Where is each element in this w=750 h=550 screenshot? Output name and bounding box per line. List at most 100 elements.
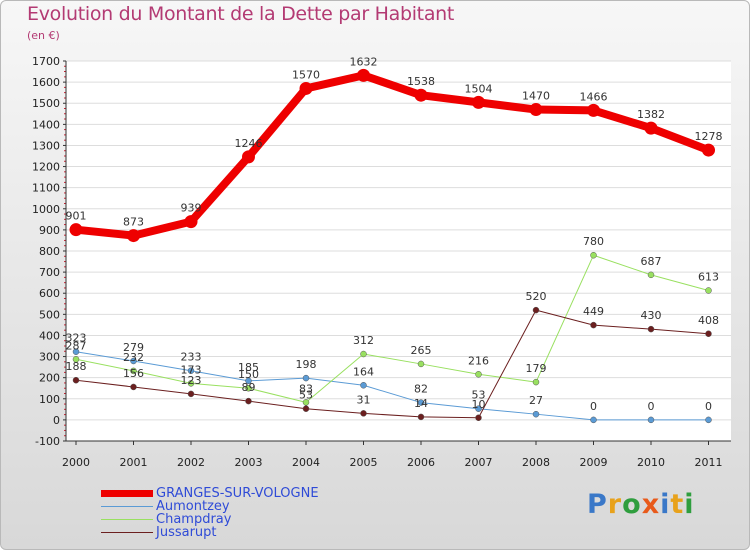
data-label: 179 — [526, 362, 547, 375]
x-tick-label: 2011 — [695, 456, 723, 469]
legend-swatch — [101, 519, 153, 520]
data-point — [245, 397, 252, 405]
y-tick-label: 600 — [39, 287, 60, 300]
data-point — [705, 416, 712, 424]
data-label: 53 — [472, 389, 486, 402]
data-label: 156 — [123, 367, 144, 380]
x-tick-label: 2003 — [235, 456, 263, 469]
legend-label: Champdray — [156, 512, 232, 527]
y-tick-label: -100 — [35, 435, 60, 448]
data-point — [357, 68, 370, 82]
data-point — [69, 223, 83, 237]
data-label: 312 — [353, 334, 374, 347]
data-point — [245, 384, 252, 392]
data-point — [72, 356, 80, 363]
data-point — [472, 95, 485, 109]
data-point — [302, 399, 310, 406]
data-point — [705, 287, 712, 294]
data-point — [647, 416, 655, 424]
y-tick-label: 300 — [39, 351, 60, 364]
logo-letter: t — [670, 489, 685, 520]
chart-subtitle: (en €) — [27, 29, 60, 42]
data-point — [532, 410, 540, 418]
data-label: 1470 — [522, 90, 550, 103]
y-tick-label: 200 — [39, 372, 60, 385]
data-label: 1632 — [350, 55, 378, 68]
chart-title: Evolution du Montant de la Dette par Hab… — [27, 3, 455, 25]
y-tick-label: 1400 — [32, 118, 60, 131]
data-label: 780 — [583, 235, 604, 248]
y-tick-label: 1300 — [32, 139, 60, 152]
x-tick-label: 2001 — [120, 456, 148, 469]
data-label: 232 — [123, 351, 144, 364]
data-point — [705, 330, 712, 338]
data-label: 27 — [529, 394, 543, 407]
data-label: 216 — [468, 354, 489, 367]
data-point — [187, 367, 195, 374]
x-tick-label: 2009 — [580, 456, 608, 469]
data-point — [299, 81, 313, 95]
data-label: 53 — [299, 389, 313, 402]
series-line-0 — [75, 71, 710, 240]
data-label: 873 — [123, 216, 144, 229]
data-point — [130, 357, 137, 365]
data-point — [72, 376, 80, 384]
y-tick-label: 1600 — [32, 76, 60, 89]
data-label: 0 — [705, 400, 712, 413]
data-point — [302, 374, 310, 382]
x-tick-label: 2006 — [407, 456, 435, 469]
data-label: 1504 — [465, 82, 493, 95]
data-label: 10 — [472, 398, 486, 411]
data-point — [587, 103, 600, 117]
data-label: 449 — [583, 305, 604, 318]
data-label: 901 — [66, 210, 87, 223]
data-label: 265 — [411, 344, 432, 357]
data-label: 1278 — [695, 130, 723, 143]
data-point — [417, 360, 425, 368]
x-tick-label: 2008 — [522, 456, 550, 469]
x-tick-label: 2004 — [292, 456, 320, 469]
data-label: 1570 — [292, 68, 320, 81]
data-point — [360, 410, 367, 417]
data-label: 89 — [242, 381, 256, 394]
data-label: 31 — [357, 393, 371, 406]
data-point — [127, 229, 140, 243]
legend-label: GRANGES-SUR-VOLOGNE — [156, 486, 319, 501]
data-label: 1246 — [235, 137, 263, 150]
data-label: 287 — [66, 339, 87, 352]
x-tick-label: 2000 — [62, 456, 90, 469]
data-point — [360, 382, 367, 389]
y-tick-label: 1500 — [32, 97, 60, 110]
data-point — [187, 380, 195, 387]
y-tick-label: 1000 — [32, 203, 60, 216]
data-label: 150 — [238, 368, 259, 381]
logo-letter: i — [684, 489, 695, 520]
data-label: 188 — [66, 360, 87, 373]
y-tick-label: 800 — [39, 245, 60, 258]
data-point — [590, 251, 597, 259]
legend-label: Jussarupt — [156, 525, 217, 540]
y-tick-label: 700 — [39, 266, 60, 279]
y-tick-label: 400 — [39, 329, 60, 342]
proxiti-logo: Proxiti — [587, 489, 695, 520]
data-point — [72, 348, 80, 355]
legend-label: Aumontzey — [156, 499, 230, 514]
data-label: 1538 — [407, 75, 435, 88]
data-point — [130, 367, 137, 375]
data-point — [590, 416, 597, 424]
data-point — [417, 399, 425, 406]
data-point — [590, 321, 597, 329]
data-point — [702, 143, 715, 157]
data-label: 279 — [123, 341, 144, 354]
data-point — [647, 271, 655, 279]
data-point — [475, 371, 482, 378]
data-label: 0 — [590, 400, 597, 413]
data-label: 687 — [641, 255, 662, 268]
data-label: 408 — [698, 314, 719, 327]
data-label: 613 — [698, 270, 719, 283]
data-point — [644, 121, 658, 135]
logo-letter: o — [622, 489, 642, 520]
x-tick-label: 2010 — [637, 456, 665, 469]
data-label: 14 — [414, 397, 428, 410]
data-label: 233 — [181, 351, 202, 364]
